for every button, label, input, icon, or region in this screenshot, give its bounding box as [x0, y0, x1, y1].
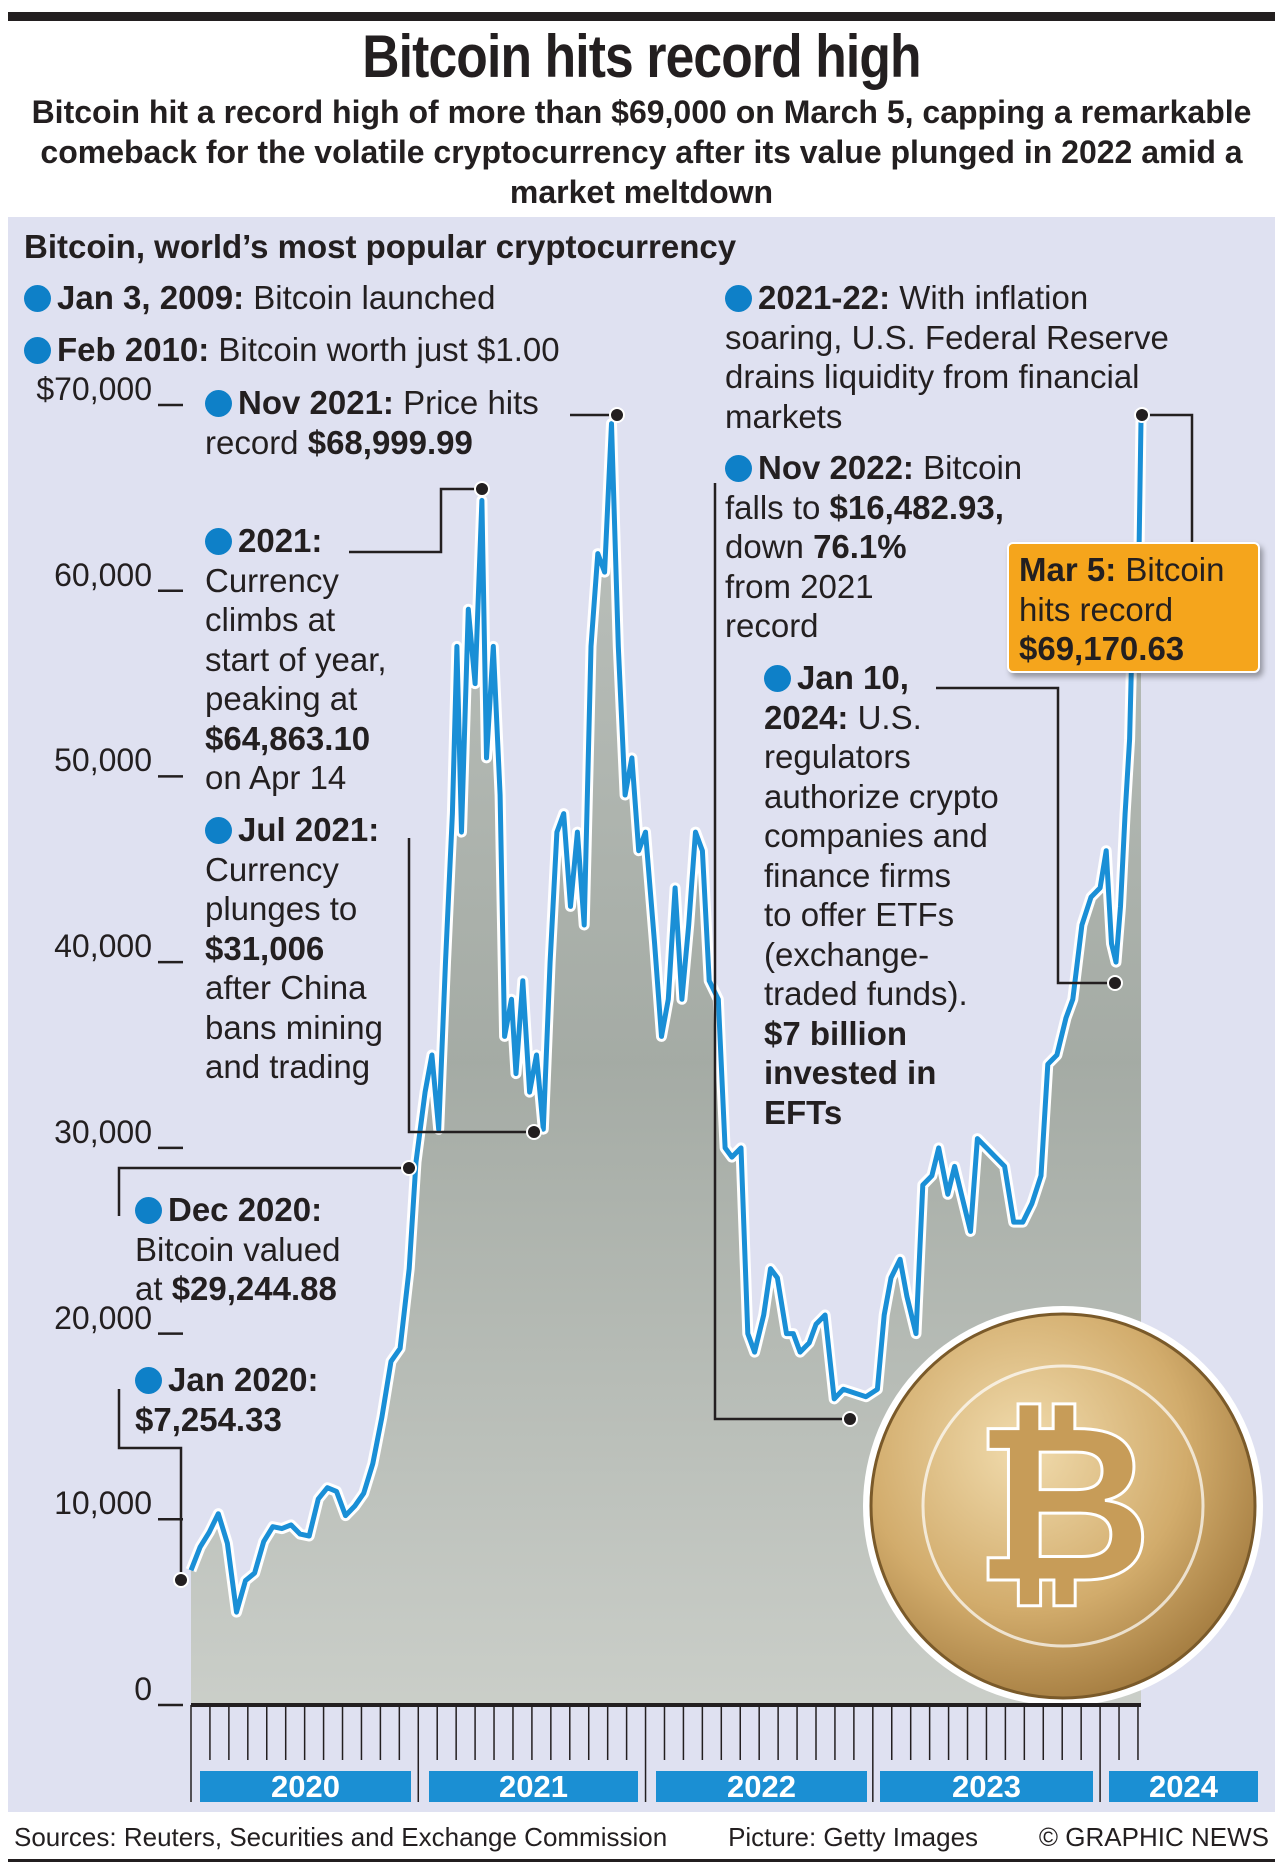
- year-label-2023: 2023: [880, 1771, 1093, 1803]
- leader-jan2020: [117, 1389, 183, 1580]
- annotation-launch: Jan 3, 2009: Bitcoin launched: [24, 278, 495, 318]
- leader-dec2020: [117, 1166, 409, 1216]
- annotation-jan2024: Jan 10, 2024: U.S. regulators authorize …: [764, 659, 999, 1131]
- subtitle: Bitcoin hit a record high of more than $…: [31, 94, 1252, 210]
- y-tick-label: 10,000: [54, 1485, 152, 1522]
- annotation-fed: 2021-22: With inflation soaring, U.S. Fe…: [725, 279, 1169, 435]
- annotation-dec2020: Dec 2020: Bitcoin valued at $29,244.88: [135, 1191, 341, 1307]
- picture-credit: Picture: Getty Images: [728, 1822, 979, 1852]
- bullet-icon: [135, 1197, 162, 1224]
- y-tick-label: 40,000: [54, 928, 152, 965]
- annotation-jul2021: Jul 2021: Currency plunges to $31,006 af…: [205, 811, 383, 1085]
- bottom-rule: [8, 1859, 1275, 1862]
- bullet-icon: [24, 285, 51, 312]
- chart-title: Bitcoin, world’s most popular cryptocurr…: [24, 228, 737, 265]
- bullet-icon: [725, 455, 752, 482]
- bitcoin-coin-icon: ₿: [863, 1306, 1263, 1706]
- y-tick-label: 50,000: [54, 742, 152, 779]
- bullet-icon: [24, 337, 51, 364]
- bullet-icon: [205, 390, 232, 417]
- marker-dot: [401, 1160, 417, 1176]
- marker-dot: [609, 407, 625, 423]
- footer: Sources: Reuters, Securities and Exchang…: [14, 1822, 1269, 1853]
- leader-2021: [349, 487, 482, 554]
- year-label-2022: 2022: [656, 1771, 867, 1803]
- leader-lines: [117, 413, 1194, 1580]
- leader-jan2024: [936, 686, 1115, 985]
- svg-text:₿: ₿: [973, 1376, 1152, 1632]
- y-axis: [158, 403, 183, 1707]
- annotation-feb2010: Feb 2010: Bitcoin worth just $1.00: [24, 330, 560, 370]
- bullet-icon: [725, 285, 752, 312]
- annotation-jan2020: Jan 2020: $7,254.33: [135, 1361, 319, 1438]
- marker-dot: [474, 481, 490, 497]
- marker-dot: [842, 1411, 858, 1427]
- leader-mar5: [1142, 413, 1194, 543]
- year-label-2021: 2021: [429, 1771, 638, 1803]
- marker-dot: [1134, 407, 1150, 423]
- leader-nov2022: [713, 483, 850, 1421]
- annotation-2021-peak: 2021: Currency climbs at start of year, …: [205, 522, 387, 796]
- marker-dots: [173, 407, 1150, 1588]
- annotation-nov2022: Nov 2022: Bitcoin falls to $16,482.93, d…: [725, 449, 1023, 644]
- x-axis: [190, 1703, 1141, 1802]
- bullet-icon: [205, 817, 232, 844]
- y-tick-label: 30,000: [54, 1113, 152, 1150]
- marker-dot: [526, 1124, 542, 1140]
- page-title: Bitcoin hits record high: [362, 23, 921, 90]
- marker-dot: [173, 1572, 189, 1588]
- price-line: [188, 420, 1144, 1615]
- leader-jul2021: [407, 838, 534, 1134]
- year-label-2024: 2024: [1109, 1771, 1258, 1803]
- top-rule: [8, 12, 1275, 21]
- sources-credit: Sources: Reuters, Securities and Exchang…: [14, 1822, 668, 1852]
- y-tick-label: 60,000: [54, 556, 152, 593]
- bullet-icon: [135, 1367, 162, 1394]
- copyright: © GRAPHIC NEWS: [1038, 1822, 1269, 1852]
- marker-dot: [1107, 975, 1123, 991]
- bullet-icon: [764, 665, 791, 692]
- year-label-2020: 2020: [200, 1771, 411, 1803]
- y-tick-label: $70,000: [36, 371, 152, 407]
- photo-background-dollar-bill: [191, 420, 1141, 1705]
- bullet-icon: [205, 528, 232, 555]
- y-tick-label: 20,000: [54, 1299, 152, 1336]
- y-tick-label: 0: [134, 1671, 152, 1707]
- record-highlight-box: Mar 5: Bitcoin hits record $69,170.63: [1007, 542, 1260, 673]
- annotation-nov2021: Nov 2021: Price hits record $68,999.99: [205, 384, 539, 461]
